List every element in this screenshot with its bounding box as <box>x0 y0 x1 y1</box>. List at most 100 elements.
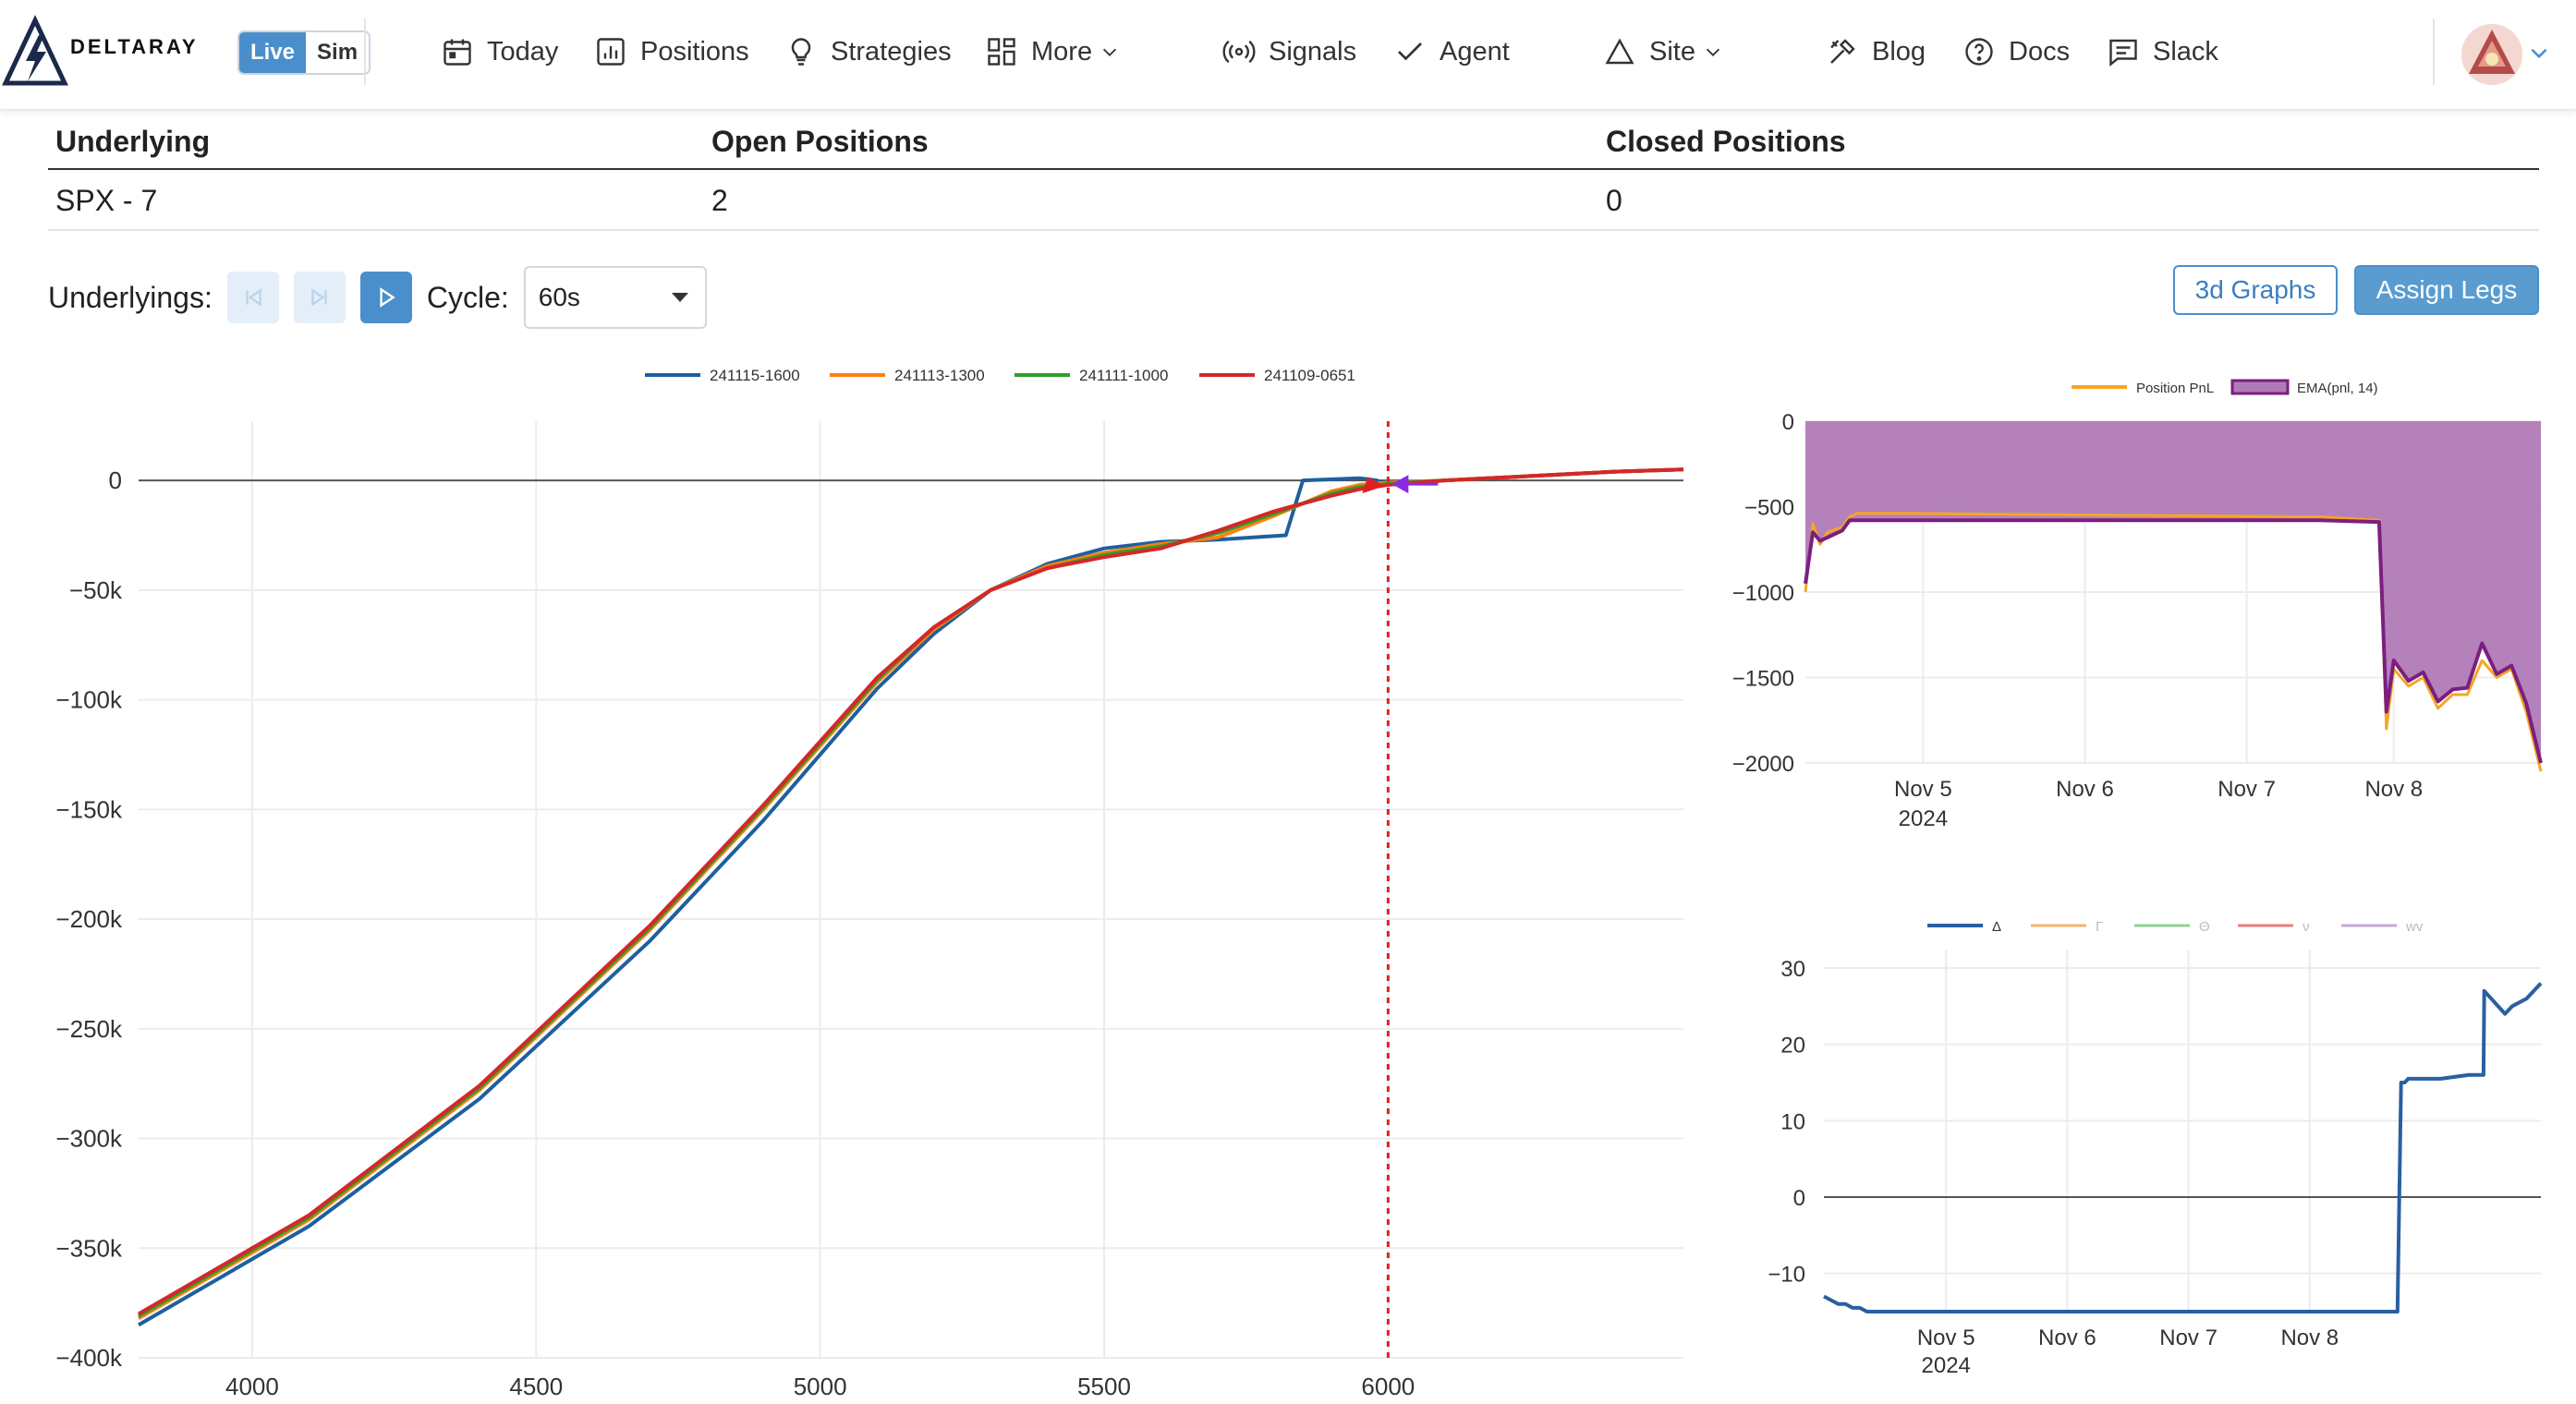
cell-closed-positions: 0 <box>1598 169 2539 231</box>
cycle-label: Cycle: <box>426 280 509 314</box>
pnl-chart[interactable]: Position PnL EMA(pnl, 14) Nov 5 Nov 6 Nov 7 N… <box>1709 351 2569 868</box>
check-icon <box>1398 42 1422 61</box>
y-tick-label: −10 <box>1768 1263 1805 1288</box>
x-tick-label: Nov 6 <box>2056 777 2114 802</box>
live-sim-toggle[interactable]: Live Sim <box>237 30 371 75</box>
3d-graphs-button[interactable]: 3d Graphs <box>2173 265 2338 315</box>
skip-back-icon <box>246 288 261 307</box>
underlyings-label: Underlyings: <box>48 280 213 314</box>
legend-label: Position PnL <box>2136 381 2214 396</box>
y-tick-label: −1000 <box>1732 581 1794 606</box>
table-row[interactable]: SPX - 7 2 0 <box>48 169 2539 231</box>
skip-forward-icon <box>311 288 327 307</box>
underlying-summary-table: Underlying Open Positions Closed Positio… <box>48 115 2539 231</box>
nav-divider <box>2433 18 2435 85</box>
column-header-closed-positions: Closed Positions <box>1598 115 2539 170</box>
nav-slack[interactable]: Slack <box>2107 28 2218 76</box>
calendar-icon <box>444 39 471 66</box>
play-button[interactable] <box>359 272 412 323</box>
nav-today[interactable]: Today <box>441 28 558 76</box>
y-tick-label: 20 <box>1780 1034 1805 1059</box>
column-header-open-positions: Open Positions <box>704 115 1598 170</box>
x-tick-label: 4000 <box>225 1373 279 1400</box>
x-tick-sublabel: 2024 <box>1899 806 1948 831</box>
column-header-underlying: Underlying <box>48 115 704 170</box>
y-tick-label: −150k <box>55 795 123 823</box>
x-tick-label: Nov 8 <box>2280 1325 2339 1350</box>
avatar[interactable] <box>2460 22 2524 87</box>
legend-label: Δ <box>1992 919 2001 935</box>
y-tick-label: −50k <box>69 576 123 604</box>
legend-label: 241109-0651 <box>1264 367 1355 384</box>
y-tick-label: −1500 <box>1732 667 1794 692</box>
chevron-down-icon[interactable] <box>2527 41 2551 65</box>
chat-icon <box>2109 39 2137 67</box>
y-tick-label: −200k <box>55 905 123 933</box>
legend-label: 241115-1600 <box>710 367 800 384</box>
nav-docs-label: Docs <box>2009 36 2071 67</box>
legend-label: Θ <box>2199 919 2210 935</box>
legend-label: ν <box>2303 919 2310 935</box>
nav-positions[interactable]: Positions <box>594 28 749 76</box>
cell-open-positions: 2 <box>704 169 1598 231</box>
nav-blog-label: Blog <box>1872 36 1926 67</box>
lightbulb-icon <box>791 38 811 66</box>
legend-label: Γ <box>2096 919 2103 935</box>
deltaray-logo-icon[interactable] <box>2 15 68 89</box>
legend-label: 241113-1300 <box>894 367 985 384</box>
y-tick-label: 0 <box>1782 410 1794 435</box>
y-tick-label: −350k <box>55 1234 123 1262</box>
ema-area-fill <box>1805 421 2541 763</box>
nav-blog[interactable]: Blog <box>1826 28 1926 76</box>
y-tick-label: 10 <box>1780 1109 1805 1134</box>
y-tick-label: −500 <box>1744 496 1794 521</box>
payoff-chart[interactable]: 241115-1600 241113-1300 241111-1000 241109-… <box>0 351 1691 1404</box>
nav-signals[interactable]: Signals <box>1222 28 1356 76</box>
skip-back-button[interactable] <box>226 272 279 323</box>
series-line-241111-1000 <box>137 467 1684 1318</box>
table-header-row: Underlying Open Positions Closed Positio… <box>48 115 2539 170</box>
x-tick-label: 5500 <box>1077 1373 1131 1400</box>
price-marker-arrow-purple <box>1391 475 1409 494</box>
live-toggle[interactable]: Live <box>239 32 307 73</box>
x-tick-label: 5000 <box>794 1373 847 1400</box>
y-tick-label: −400k <box>55 1344 123 1372</box>
y-tick-label: 0 <box>109 466 122 494</box>
x-tick-sublabel: 2024 <box>1922 1353 1971 1378</box>
cycle-value: 60s <box>538 283 580 311</box>
cycle-select[interactable]: 60s <box>523 266 707 329</box>
y-tick-label: 30 <box>1780 957 1805 982</box>
legend-label: 241111-1000 <box>1079 367 1168 384</box>
caret-down-icon <box>671 293 688 302</box>
nav-slack-label: Slack <box>2153 36 2218 67</box>
nav-more-label: More <box>1031 36 1093 67</box>
nav-docs[interactable]: Docs <box>1962 28 2070 76</box>
nav-today-label: Today <box>487 36 559 67</box>
nav-strategies[interactable]: Strategies <box>784 28 952 76</box>
grid-icon <box>988 38 1015 66</box>
nav-positions-label: Positions <box>640 36 749 67</box>
x-tick-label: Nov 6 <box>2038 1325 2096 1350</box>
nav-signals-label: Signals <box>1269 36 1357 67</box>
legend-label: EMA(pnl, 14) <box>2297 381 2378 396</box>
sim-toggle[interactable]: Sim <box>306 32 370 73</box>
nav-site[interactable]: Site <box>1603 28 1723 76</box>
chevron-down-icon <box>1706 48 1720 56</box>
nav-more[interactable]: More <box>985 28 1120 76</box>
x-tick-label: Nov 7 <box>2159 1325 2218 1350</box>
nav-agent-label: Agent <box>1440 36 1510 67</box>
assign-legs-button[interactable]: Assign Legs <box>2354 265 2539 315</box>
triangle-icon <box>1605 38 1634 65</box>
y-tick-label: −2000 <box>1732 752 1794 777</box>
nav-agent[interactable]: Agent <box>1393 28 1510 76</box>
cell-underlying: SPX - 7 <box>48 169 704 231</box>
skip-forward-button[interactable] <box>293 272 346 323</box>
y-tick-label: −250k <box>55 1015 123 1043</box>
series-line-EMA(pnl, 14) <box>1804 518 2543 764</box>
price-marker-arrow-red <box>1362 477 1385 494</box>
y-tick-label: −300k <box>55 1125 123 1153</box>
legend-swatch <box>2230 379 2290 395</box>
x-tick-label: Nov 8 <box>2364 777 2423 802</box>
tools-icon <box>1830 39 1855 64</box>
